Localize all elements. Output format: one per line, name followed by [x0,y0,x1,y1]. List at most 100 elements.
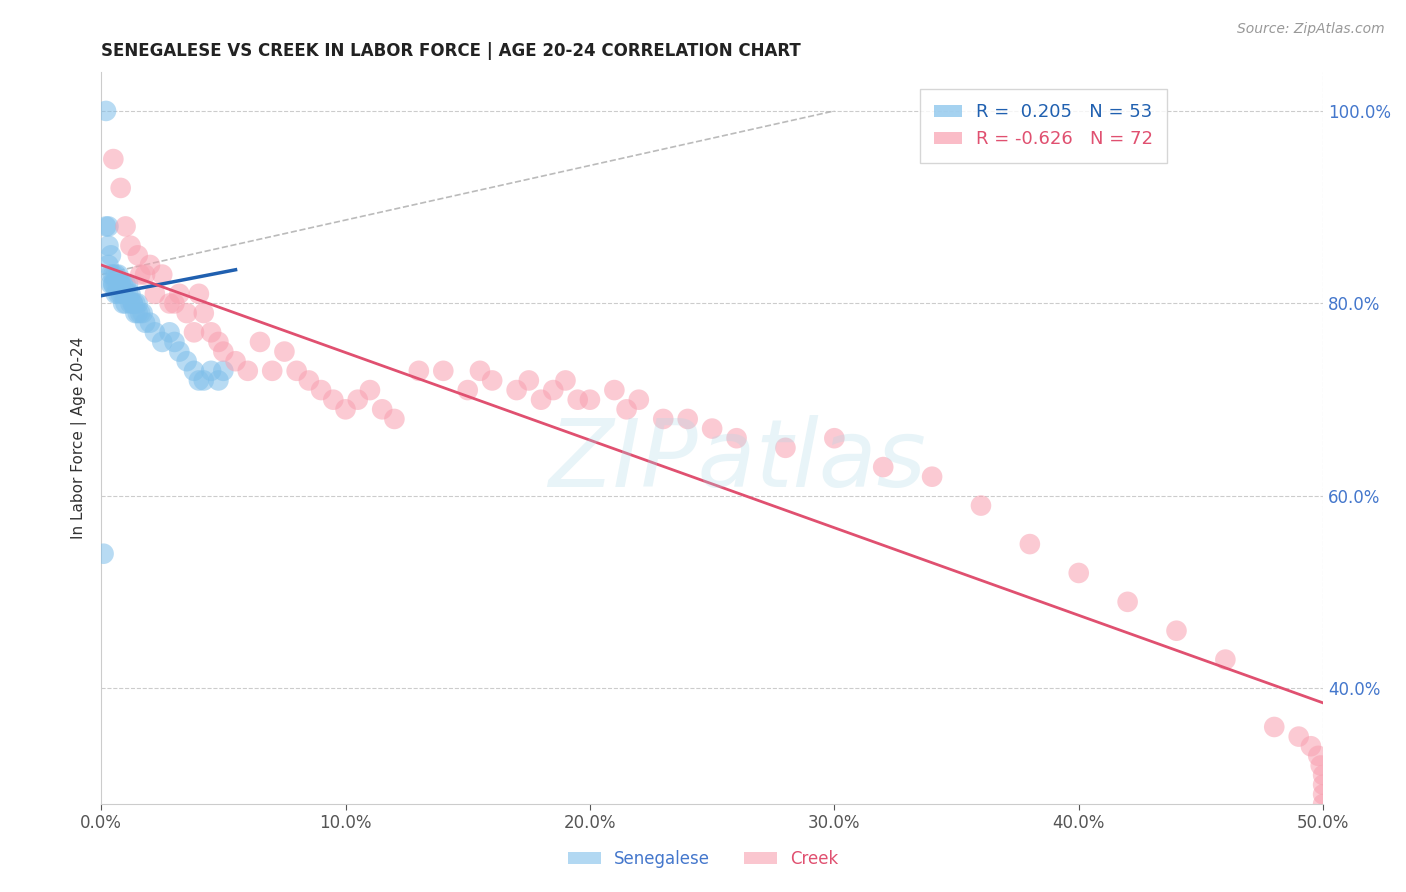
Point [129,306,152,320]
Point [131,306,153,320]
Point [143,326,166,340]
Point [100,277,122,292]
Point [104,277,127,292]
Point [1288,730,1310,744]
Point [346,392,368,407]
Point [1299,739,1322,754]
Point [94,219,117,234]
Point [236,364,259,378]
Point [700,421,723,435]
Point [163,296,186,310]
Point [285,364,308,378]
Point [104,286,127,301]
Point [114,286,136,301]
Point [212,344,235,359]
Point [725,431,748,445]
Point [110,181,132,195]
Point [468,364,491,378]
Point [107,277,129,292]
Point [114,296,136,310]
Point [163,334,186,349]
Point [103,277,125,292]
Point [112,277,135,292]
Point [120,296,142,310]
Point [207,334,229,349]
Point [143,286,166,301]
Point [139,258,162,272]
Point [193,374,215,388]
Legend: R =  0.205   N = 53, R = -0.626   N = 72: R = 0.205 N = 53, R = -0.626 N = 72 [920,89,1167,162]
Point [530,392,553,407]
Point [122,296,145,310]
Point [94,103,117,118]
Point [1215,652,1237,666]
Point [872,460,894,475]
Point [1312,768,1334,782]
Point [134,316,156,330]
Point [1018,537,1040,551]
Point [627,392,650,407]
Point [505,383,527,397]
Point [457,383,479,397]
Point [1116,595,1139,609]
Point [225,354,247,368]
Point [97,238,120,252]
Point [384,412,406,426]
Point [543,383,565,397]
Point [371,402,394,417]
Point [129,268,152,282]
Point [107,268,129,282]
Point [200,326,222,340]
Point [775,441,797,455]
Point [322,392,344,407]
Point [432,364,454,378]
Point [112,296,135,310]
Point [159,326,181,340]
Point [207,374,229,388]
Point [100,268,122,282]
Point [554,374,576,388]
Point [103,152,125,166]
Point [97,219,120,234]
Point [1309,758,1331,772]
Point [139,316,162,330]
Point [183,364,205,378]
Point [159,296,181,310]
Point [1312,788,1334,802]
Text: SENEGALESE VS CREEK IN LABOR FORCE | AGE 20-24 CORRELATION CHART: SENEGALESE VS CREEK IN LABOR FORCE | AGE… [101,42,801,60]
Point [110,277,132,292]
Text: Source: ZipAtlas.com: Source: ZipAtlas.com [1237,22,1385,37]
Point [187,286,209,301]
Point [298,374,321,388]
Point [134,268,156,282]
Point [603,383,626,397]
Point [200,364,222,378]
Point [567,392,589,407]
Point [335,402,357,417]
Point [517,374,540,388]
Point [150,268,173,282]
Point [176,306,198,320]
Point [262,364,284,378]
Point [823,431,845,445]
Point [103,277,125,292]
Point [127,296,149,310]
Point [1166,624,1188,638]
Text: ZIPatlas: ZIPatlas [547,415,925,506]
Legend: Senegalese, Creek: Senegalese, Creek [561,844,845,875]
Point [169,344,191,359]
Point [97,258,120,272]
Point [187,374,209,388]
Point [103,268,125,282]
Point [110,277,132,292]
Point [104,268,127,282]
Point [212,364,235,378]
Point [616,402,638,417]
Y-axis label: In Labor Force | Age 20-24: In Labor Force | Age 20-24 [72,337,87,540]
Point [359,383,381,397]
Point [652,412,675,426]
Point [114,219,136,234]
Point [114,277,136,292]
Point [676,412,699,426]
Point [579,392,602,407]
